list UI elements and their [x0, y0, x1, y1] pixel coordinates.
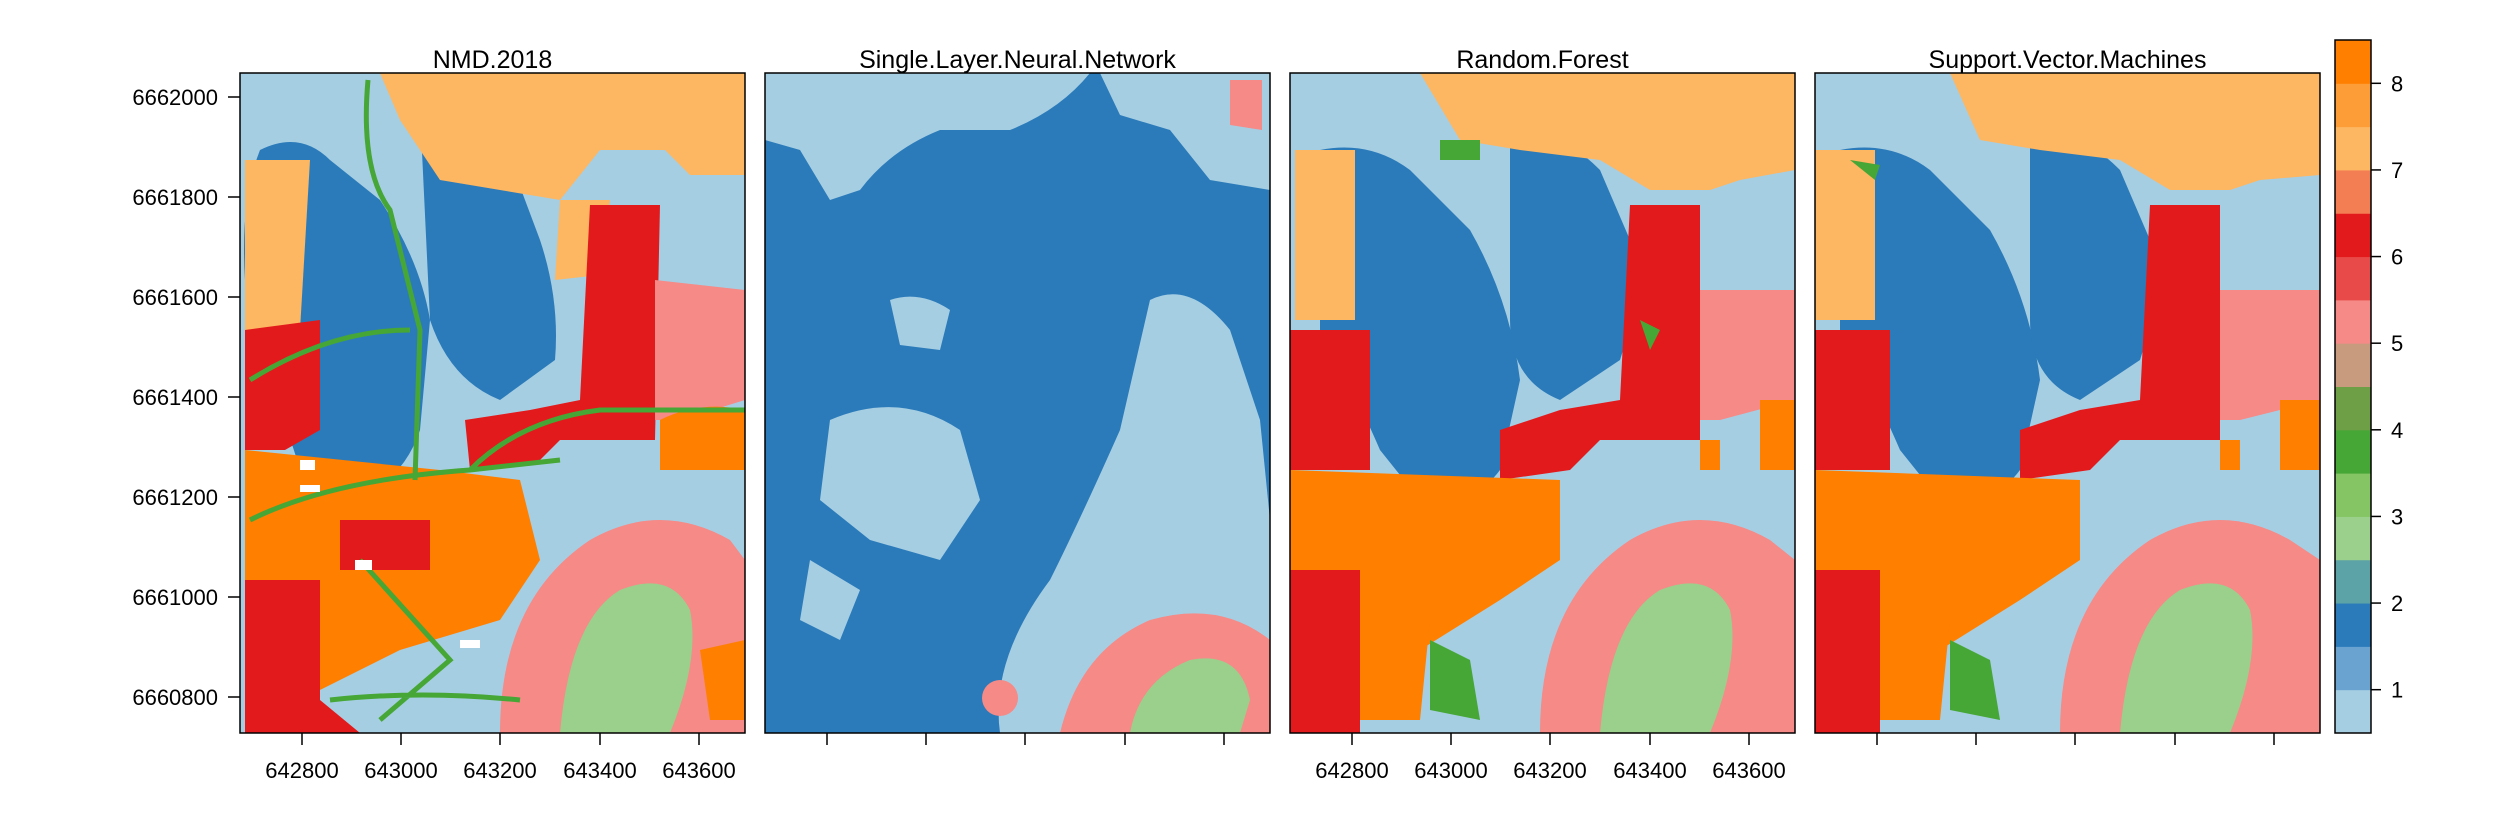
x-tick-label: 642800 — [265, 758, 338, 783]
panel-slnn: Single.Layer.Neural.Network — [764, 46, 1271, 734]
legend-swatch — [2335, 646, 2371, 691]
y-axis: 6662000 6661800 6661600 6661400 6661200 66610… — [132, 85, 240, 710]
legend-swatch — [2335, 559, 2371, 604]
legend-tick-label: 5 — [2391, 331, 2403, 356]
y-tick-label: 6660800 — [132, 685, 218, 710]
panel-svm: Support.Vector.Machines — [1814, 46, 2321, 734]
legend-tick-label: 4 — [2391, 418, 2403, 443]
legend-swatch — [2335, 689, 2371, 734]
legend-tick-label: 1 — [2391, 678, 2403, 703]
panel-title-slnn: Single.Layer.Neural.Network — [859, 46, 1176, 74]
map-nmd — [240, 73, 745, 733]
legend-swatch — [2335, 213, 2371, 258]
x-tick-label: 643200 — [463, 758, 536, 783]
panel-nmd: NMD.2018 — [239, 46, 746, 734]
map-svm — [1815, 73, 2320, 733]
x-axes: 642800 643000 643200 643400 643600 642800 6430… — [265, 733, 2275, 783]
y-tick-label: 6661400 — [132, 385, 218, 410]
y-tick-label: 6661000 — [132, 585, 218, 610]
y-tick-label: 6661200 — [132, 485, 218, 510]
panel-title-rf: Random.Forest — [1456, 46, 1628, 74]
legend-tick-label: 6 — [2391, 245, 2403, 270]
x-tick-label: 643400 — [1613, 758, 1686, 783]
map-rf — [1290, 73, 1795, 733]
y-tick-label: 6661600 — [132, 285, 218, 310]
y-tick-label: 6661800 — [132, 185, 218, 210]
legend-swatch — [2335, 516, 2371, 561]
x-tick-label: 643000 — [364, 758, 437, 783]
legend-swatch — [2335, 386, 2371, 431]
legend-swatch — [2335, 83, 2371, 128]
legend-swatch — [2335, 169, 2371, 214]
legend-swatch — [2335, 343, 2371, 387]
legend-tick-label: 3 — [2391, 504, 2403, 529]
x-tick-label: 643000 — [1414, 758, 1487, 783]
panel-title-svm: Support.Vector.Machines — [1929, 46, 2207, 74]
x-tick-label: 643400 — [563, 758, 636, 783]
legend-tick-label: 7 — [2391, 158, 2403, 183]
x-tick-label: 643600 — [662, 758, 735, 783]
legend-swatch — [2335, 429, 2371, 474]
legend-swatch — [2335, 126, 2371, 171]
legend-swatch — [2335, 473, 2371, 517]
legend-tick-label: 2 — [2391, 591, 2403, 616]
panel-rf: Random.Forest — [1289, 46, 1796, 734]
x-tick-label: 642800 — [1315, 758, 1388, 783]
legend-swatch — [2335, 40, 2371, 84]
y-tick-label: 6662000 — [132, 85, 218, 110]
legend-frame — [2334, 39, 2372, 734]
legend-swatch — [2335, 299, 2371, 344]
map-slnn — [765, 73, 1270, 733]
legend-swatch — [2335, 256, 2371, 301]
x-tick-label: 643200 — [1513, 758, 1586, 783]
legend-colorbar: 1 2 3 4 5 6 7 8 — [2334, 39, 2403, 734]
x-tick-label: 643600 — [1712, 758, 1785, 783]
legend-swatch — [2335, 603, 2371, 647]
panel-title-nmd: NMD.2018 — [433, 46, 553, 74]
legend-tick-label: 8 — [2391, 71, 2403, 96]
